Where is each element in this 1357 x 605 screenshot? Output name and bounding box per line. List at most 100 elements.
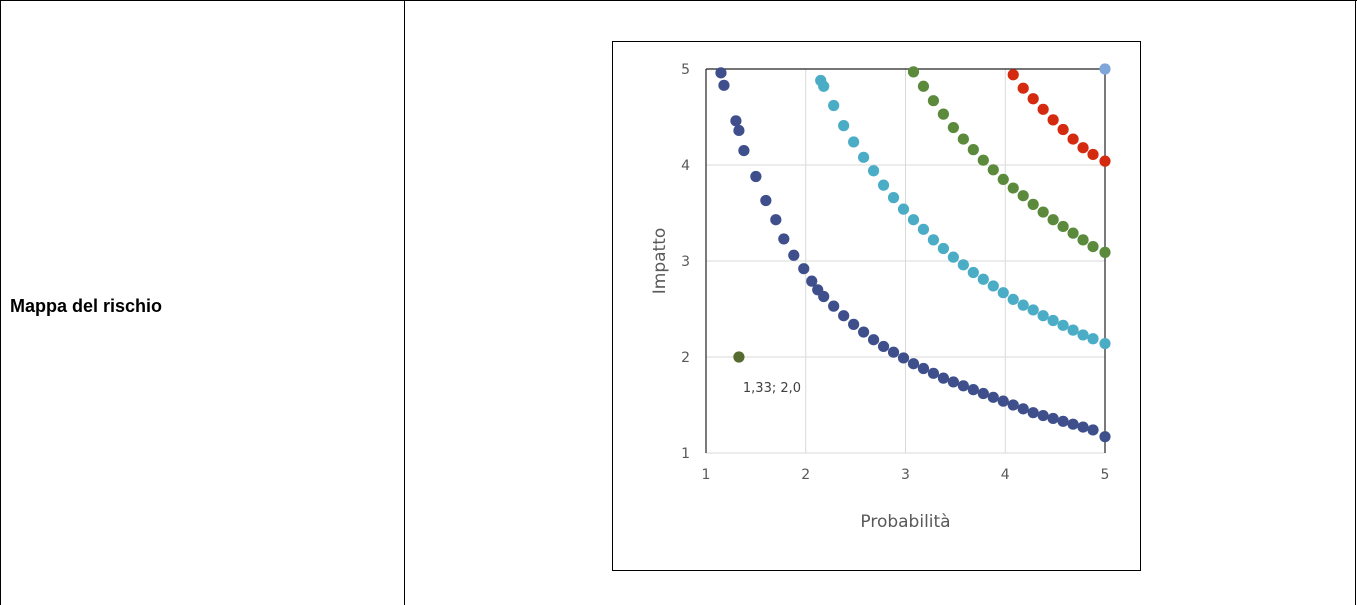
data-point	[1057, 123, 1069, 136]
data-point	[828, 300, 840, 312]
data-point	[1047, 114, 1059, 126]
data-point	[1037, 409, 1049, 422]
data-point	[1057, 220, 1069, 233]
data-point	[967, 384, 979, 396]
data-point	[1099, 63, 1111, 75]
data-point	[760, 194, 772, 207]
data-point	[848, 318, 860, 330]
data-point	[1037, 103, 1049, 115]
data-point	[957, 259, 969, 271]
data-point	[1077, 421, 1089, 433]
data-point	[1099, 155, 1111, 167]
data-point	[806, 275, 818, 287]
data-point	[867, 334, 880, 346]
row-label: Mappa del rischio	[10, 296, 163, 316]
data-point	[917, 80, 930, 92]
data-point	[957, 380, 969, 392]
data-point	[770, 214, 782, 226]
data-point	[977, 154, 989, 166]
data-point	[887, 192, 900, 204]
data-point	[1099, 246, 1111, 258]
data-point	[997, 287, 1009, 299]
data-point	[1007, 69, 1019, 81]
data-point	[897, 203, 910, 215]
data-point	[1047, 412, 1059, 425]
x-tick-label: 1	[702, 467, 711, 483]
y-axis-title: Impatto	[650, 228, 670, 295]
data-point	[1087, 148, 1099, 161]
data-point	[907, 214, 920, 226]
data-point	[738, 145, 750, 157]
data-point	[1099, 431, 1111, 443]
table-border-top	[0, 0, 1357, 1]
data-point	[858, 326, 870, 338]
data-point	[1067, 324, 1079, 336]
data-point	[1067, 133, 1079, 145]
data-point	[1087, 333, 1099, 345]
data-label: 1,33; 2,0	[743, 381, 801, 396]
y-tick-label: 4	[681, 158, 690, 174]
data-point	[1077, 329, 1089, 341]
table-border-left	[0, 0, 1, 605]
data-point	[1099, 337, 1111, 350]
x-tick-label: 2	[801, 467, 810, 483]
data-point	[1067, 227, 1079, 239]
data-point	[1007, 182, 1019, 194]
data-point	[947, 376, 959, 388]
risk-map-chart: 1 2 3 4 5 1 2 3 4 5 Probabilità Impatto 1,33; 2,0	[650, 62, 1111, 532]
y-tick-label: 1	[681, 446, 690, 462]
data-point	[733, 124, 745, 137]
data-point	[937, 108, 950, 120]
data-point	[1037, 310, 1049, 322]
data-point	[907, 358, 920, 370]
data-point	[877, 340, 890, 353]
chart-container: 1 2 3 4 5 1 2 3 4 5 Probabilità Impatto 1,33; 2,0	[612, 41, 1141, 571]
data-point	[887, 346, 900, 358]
data-point	[927, 367, 940, 379]
data-point	[750, 170, 762, 183]
data-point	[977, 387, 989, 400]
data-point	[997, 395, 1009, 407]
data-point	[733, 351, 745, 363]
data-point	[987, 280, 999, 292]
data-point	[1047, 314, 1059, 327]
data-point	[987, 164, 999, 176]
y-tick-label: 2	[681, 350, 690, 366]
data-point	[927, 95, 940, 107]
data-point	[997, 173, 1009, 185]
data-point	[1007, 293, 1019, 305]
data-point	[877, 179, 890, 191]
data-point	[957, 133, 969, 145]
x-axis-title: Probabilità	[860, 512, 950, 532]
data-point	[1027, 304, 1039, 316]
x-tick-label: 4	[1001, 467, 1010, 483]
data-point	[1027, 93, 1039, 105]
data-point	[1047, 214, 1059, 226]
data-point	[977, 273, 989, 285]
data-point	[947, 121, 959, 134]
data-point	[778, 233, 790, 245]
data-point	[818, 290, 830, 303]
table-column-divider	[404, 0, 405, 605]
data-point	[818, 80, 830, 92]
data-point	[1077, 234, 1089, 246]
data-point	[1037, 206, 1049, 218]
data-point	[1017, 82, 1029, 94]
data-point	[1077, 142, 1089, 154]
data-point	[967, 144, 979, 156]
data-point	[917, 223, 930, 235]
data-point	[1007, 399, 1019, 411]
data-point	[947, 251, 959, 263]
data-point	[1087, 241, 1099, 253]
y-tick-label: 5	[681, 62, 690, 78]
data-point	[1017, 403, 1029, 415]
x-tick-label: 5	[1101, 467, 1110, 483]
data-point	[798, 263, 810, 275]
table-border-right	[1355, 0, 1356, 605]
data-point	[1027, 407, 1039, 419]
data-point	[715, 67, 727, 79]
data-point	[927, 234, 940, 246]
y-tick-label: 3	[681, 254, 690, 270]
data-point	[867, 165, 880, 177]
